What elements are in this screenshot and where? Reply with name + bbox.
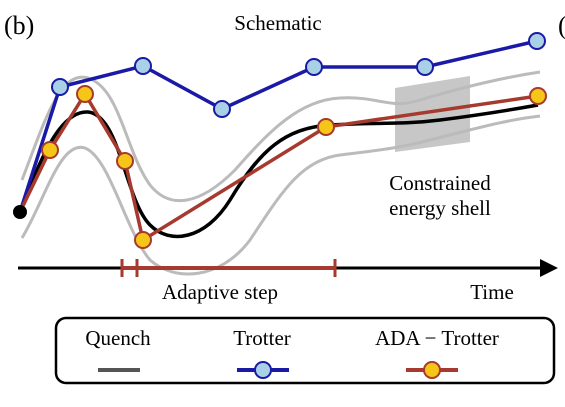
next-panel-label: ( xyxy=(558,11,565,40)
shaded-region xyxy=(395,76,470,152)
annotation: Constrained xyxy=(389,171,491,195)
annotation: energy shell xyxy=(389,196,491,220)
step-label: Adaptive step xyxy=(162,280,278,304)
trotter-points xyxy=(51,32,546,118)
title: Schematic xyxy=(234,11,321,35)
shell-lower xyxy=(20,114,541,276)
legend-label: Trotter xyxy=(233,326,291,350)
legend-label: Quench xyxy=(85,326,151,350)
energy-shell xyxy=(20,70,541,276)
quench-curve xyxy=(18,103,539,239)
legend: Quench Trotter ADA − Trotter xyxy=(54,316,556,385)
time-axis xyxy=(18,259,558,277)
start-point xyxy=(13,205,27,219)
legend-label: ADA − Trotter xyxy=(375,326,499,350)
ada-points xyxy=(41,85,547,249)
shell-upper xyxy=(20,70,541,202)
panel-label: (b) xyxy=(4,11,34,40)
axis-label: Time xyxy=(470,280,514,304)
